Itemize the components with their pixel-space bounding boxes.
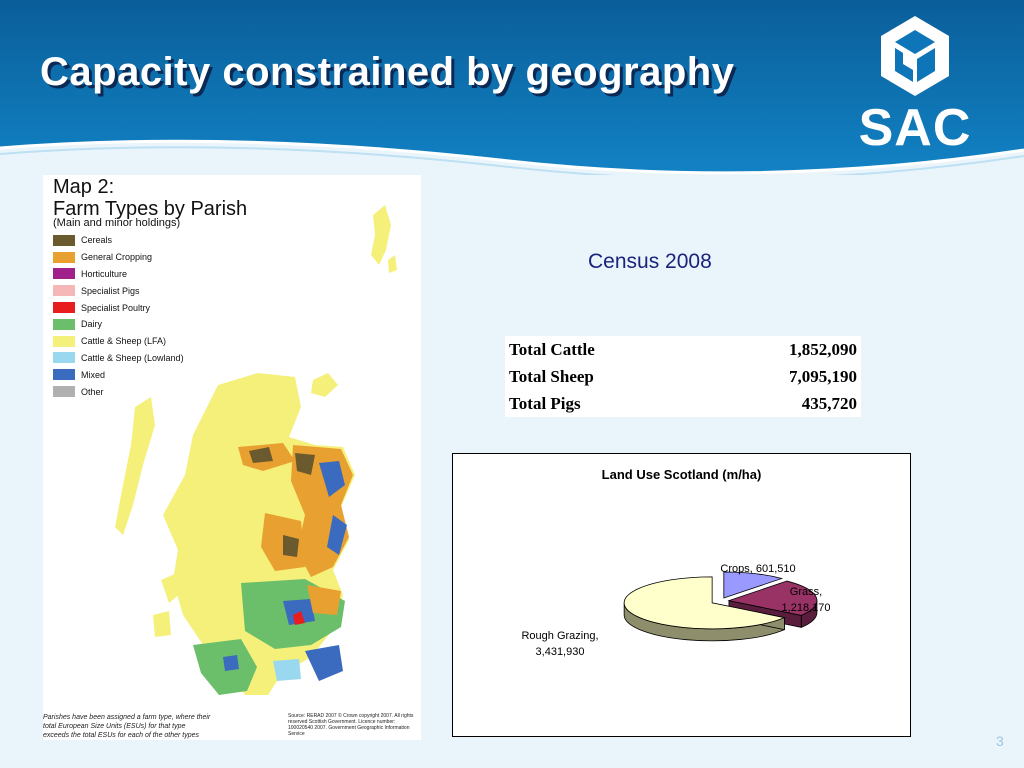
legend-label: Cattle & Sheep (LFA) <box>81 336 167 347</box>
map-title: Map 2: Farm Types by Parish <box>53 176 247 220</box>
header-banner <box>0 0 1024 175</box>
legend-swatch <box>53 285 75 297</box>
legend-item: Dairy <box>53 316 184 333</box>
pie-label-grass-line2: 1,218,170 <box>781 602 831 614</box>
legend-item: Horticulture <box>53 266 184 283</box>
sac-logo-icon <box>881 16 949 96</box>
legend-swatch <box>53 318 75 330</box>
table-row: Total Sheep 7,095,190 <box>505 363 861 390</box>
pie-label-rough-grazing: Rough Grazing, 3,431,930 <box>505 628 615 660</box>
legend-item: Cattle & Sheep (LFA) <box>53 333 184 350</box>
pie-slice-grass <box>727 580 818 616</box>
legend-swatch <box>53 352 75 364</box>
census-heading: Census 2008 <box>588 250 712 273</box>
legend-swatch <box>53 234 75 246</box>
legend-item: Specialist Pigs <box>53 282 184 299</box>
map-title-line2: Farm Types by Parish <box>53 198 248 220</box>
legend-item: Other <box>53 383 184 400</box>
page-number: 3 <box>996 733 1004 749</box>
legend-label: Other <box>81 386 104 397</box>
legend-swatch <box>53 302 75 314</box>
pie-label-crops: Crops, 601,510 <box>703 561 813 577</box>
legend-label: Dairy <box>81 319 103 330</box>
pie-label-rough-line1: Rough Grazing, <box>521 630 599 642</box>
census-table: Total Cattle 1,852,090 Total Sheep 7,095… <box>505 336 861 417</box>
sac-logo: SAC <box>845 12 985 157</box>
pie-label-rough-line2: 3,431,930 <box>535 646 585 658</box>
legend-swatch <box>53 251 75 263</box>
scotland-map-graphic <box>115 205 397 695</box>
legend-label: Cereals <box>81 235 113 246</box>
row-value: 7,095,190 <box>789 366 857 386</box>
legend-swatch <box>53 386 75 398</box>
legend-swatch <box>53 335 75 347</box>
legend-item: Cereals <box>53 232 184 249</box>
legend-item: General Cropping <box>53 249 184 266</box>
legend-label: Cattle & Sheep (Lowland) <box>81 352 184 363</box>
map-footnote: Parishes have been assigned a farm type,… <box>43 714 211 739</box>
pie-slice-rough-grazing <box>623 576 786 630</box>
legend-swatch <box>53 268 75 280</box>
map-subtitle: (Main and minor holdings) <box>53 217 181 229</box>
legend-label: Specialist Poultry <box>81 302 151 313</box>
legend-label: Horticulture <box>81 268 128 279</box>
logo-text: SAC <box>858 99 972 157</box>
land-use-chart: Land Use Scotland (m/ha) Crops, 601,510 … <box>452 453 911 737</box>
pie-label-grass-line1: Grass, <box>789 586 823 598</box>
pie-label-crops-text: Crops, 601,510 <box>720 563 796 575</box>
chart-title: Land Use Scotland (m/ha) <box>601 467 762 482</box>
legend-swatch <box>53 369 75 381</box>
row-value: 435,720 <box>801 393 857 413</box>
map-legend: Cereals General Cropping Horticulture Sp… <box>53 232 184 400</box>
map-title-line1: Map 2: <box>53 176 115 198</box>
legend-label: Mixed <box>81 369 106 380</box>
row-label: Total Pigs <box>509 393 581 413</box>
pie-chart <box>623 571 818 642</box>
row-label: Total Sheep <box>509 366 594 386</box>
table-row: Total Cattle 1,852,090 <box>505 336 861 363</box>
pie-slice-crops <box>723 571 784 599</box>
legend-label: Specialist Pigs <box>81 285 140 296</box>
legend-item: Cattle & Sheep (Lowland) <box>53 350 184 367</box>
legend-item: Mixed <box>53 366 184 383</box>
pie-label-grass: Grass, 1,218,170 <box>771 584 841 616</box>
map-source: Source: RERAD 2007 © Crown copyright 200… <box>288 713 414 737</box>
farm-types-map: Map 2: Farm Types by Parish (Main and mi… <box>43 175 421 740</box>
slide-title: Capacity constrained by geography <box>40 50 735 94</box>
row-value: 1,852,090 <box>789 339 857 359</box>
table-row: Total Pigs 435,720 <box>505 390 861 417</box>
legend-label: General Cropping <box>81 252 153 263</box>
legend-item: Specialist Poultry <box>53 299 184 316</box>
row-label: Total Cattle <box>509 339 595 359</box>
